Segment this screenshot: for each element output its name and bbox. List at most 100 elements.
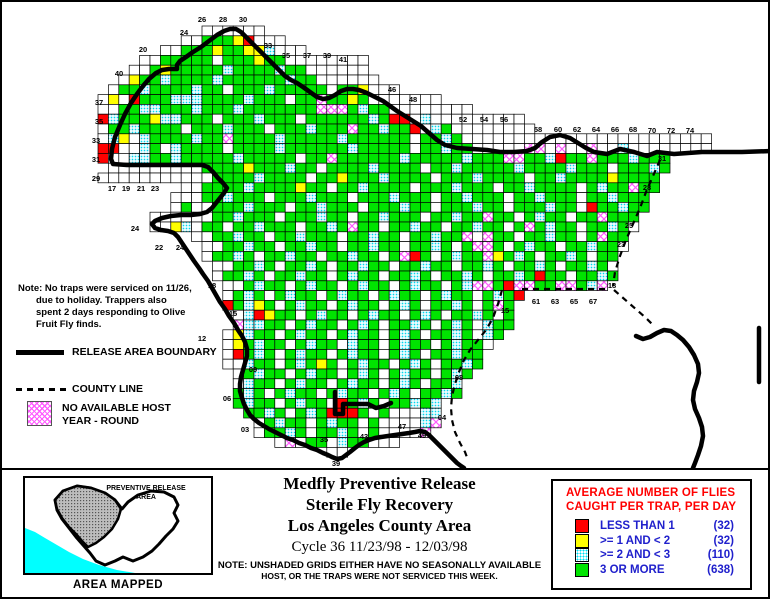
trap-grid-cell — [482, 339, 494, 350]
trap-grid-cell — [451, 290, 463, 301]
trap-grid-cell — [472, 202, 484, 213]
trap-grid-cell — [451, 192, 463, 203]
trap-grid-cell — [316, 84, 328, 95]
trap-grid-cell — [316, 133, 328, 144]
trap-grid-cell — [336, 182, 348, 193]
trap-grid-cell — [399, 202, 411, 213]
trap-grid-cell — [482, 182, 494, 193]
trap-grid-cell — [347, 427, 359, 438]
trap-grid-cell — [274, 378, 286, 389]
grid-index-label: 40 — [115, 69, 123, 78]
trap-grid-cell — [492, 319, 504, 331]
trap-grid-cell — [274, 358, 286, 370]
trap-grid-cell — [232, 221, 244, 233]
trap-grid-cell — [284, 251, 296, 262]
trap-grid-cell — [336, 270, 348, 282]
legend-color-swatch — [575, 533, 589, 548]
trap-grid-cell — [399, 172, 411, 184]
trap-grid-cell — [472, 280, 484, 291]
trap-grid-cell — [243, 94, 255, 105]
trap-grid-cell — [222, 339, 234, 350]
trap-grid-cell — [544, 231, 556, 242]
trap-grid-cell — [399, 221, 411, 233]
trap-grid-cell — [378, 358, 390, 370]
trap-grid-cell — [222, 358, 234, 370]
trap-grid-cell — [212, 153, 224, 164]
trap-grid-cell — [284, 300, 296, 311]
trap-grid-cell — [409, 358, 421, 370]
trap-grid-cell — [118, 143, 130, 154]
trap-grid-cell — [513, 290, 525, 301]
trap-grid-cell — [347, 241, 359, 252]
trap-grid-cell — [212, 241, 224, 252]
trap-grid-cell — [253, 231, 265, 242]
trap-grid-cell — [357, 378, 369, 389]
trap-grid-cell — [264, 398, 276, 409]
trap-grid-cell — [596, 133, 608, 144]
trap-grid-cell — [232, 143, 244, 154]
trap-grid-cell — [565, 211, 577, 223]
trap-grid-cell — [326, 329, 338, 340]
trap-grid-cell — [409, 300, 421, 311]
trap-grid-cell — [316, 417, 328, 429]
trap-grid-cell — [264, 300, 276, 311]
trap-grid-cell — [295, 417, 307, 429]
grid-index-label: 22 — [155, 243, 163, 252]
trap-grid-cell — [596, 202, 608, 213]
trap-grid-cell — [430, 417, 442, 429]
trap-grid-cell — [451, 388, 463, 399]
trap-grid-cell — [170, 113, 182, 125]
trap-grid-cell — [492, 153, 504, 164]
trap-grid-cell — [264, 368, 276, 380]
note-line: Note: No traps were serviced on 11/26, — [18, 283, 192, 294]
legend-item-count: (32) — [713, 520, 734, 533]
trap-grid-cell — [347, 104, 359, 115]
trap-grid-cell — [326, 300, 338, 311]
trap-grid-cell — [274, 437, 286, 448]
trap-grid-cell — [430, 143, 442, 154]
trap-grid-cell — [253, 64, 265, 76]
trap-grid-cell — [420, 153, 432, 164]
trap-grid-cell — [284, 231, 296, 242]
trap-grid-cell — [534, 251, 546, 262]
trap-grid-cell — [284, 202, 296, 213]
trap-grid-cell — [420, 241, 432, 252]
trap-grid-cell — [170, 202, 182, 213]
trap-grid-cell — [596, 172, 608, 184]
trap-grid-cell — [264, 74, 276, 86]
trap-grid-cell — [222, 45, 234, 56]
trap-grid-cell — [617, 172, 629, 184]
trap-grid-cell — [253, 300, 265, 311]
trap-grid-cell — [274, 94, 286, 105]
trap-grid-cell — [565, 231, 577, 242]
trap-grid-cell — [596, 251, 608, 262]
trap-grid-cell — [295, 231, 307, 242]
grid-index-labels: 26 28 30 24 33 20 35 37 39 41 46 48 52 54 56 58 60 62 64 66… — [92, 15, 695, 468]
trap-grid-cell — [253, 290, 265, 301]
boundary-line-sample — [16, 350, 64, 355]
trap-grid-cell — [524, 202, 536, 213]
trap-grid-cell — [430, 172, 442, 184]
trap-grid-cell — [160, 143, 172, 154]
trap-grid-cell — [222, 104, 234, 115]
trap-grid-cell — [440, 113, 452, 125]
trap-grid-cell — [336, 64, 348, 76]
trap-grid-cell — [274, 319, 286, 331]
trap-grid-cell — [201, 113, 213, 125]
trap-grid-cell — [191, 84, 203, 95]
trap-grid-cell — [284, 329, 296, 340]
trap-grid-cell — [284, 162, 296, 174]
trap-grid-cell — [378, 143, 390, 154]
trap-grid-cell — [430, 221, 442, 233]
trap-grid-cell — [420, 280, 432, 291]
trap-grid-cell — [607, 182, 619, 193]
trap-grid-cell — [472, 123, 484, 135]
trap-grid-cell — [305, 211, 317, 223]
trap-grid-cell — [368, 417, 380, 429]
service-note: Note: No traps were serviced on 11/26, d… — [18, 283, 228, 331]
trap-grid-cell — [170, 45, 182, 56]
trap-grid-cell — [420, 407, 432, 419]
trap-grid-cell — [160, 123, 172, 135]
trap-grid-cell — [700, 133, 712, 144]
trap-grid-cell — [274, 251, 286, 262]
